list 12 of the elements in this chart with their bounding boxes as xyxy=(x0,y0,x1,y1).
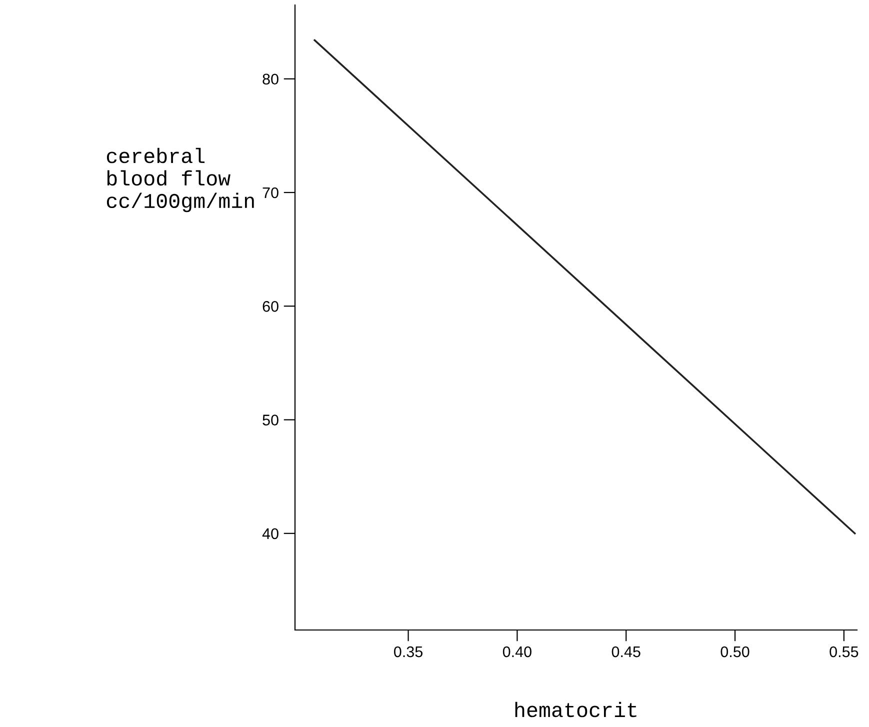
y-tick-label: 60 xyxy=(262,301,278,312)
x-axis-title: hematocrit xyxy=(515,702,636,718)
x-tick-label: 0.55 xyxy=(830,646,858,658)
x-tick-label: 0.35 xyxy=(394,646,422,658)
y-tick-label: 70 xyxy=(262,187,278,198)
y-tick-label: 80 xyxy=(262,74,278,85)
x-tick-label: 0.45 xyxy=(612,646,640,658)
x-tick-label: 0.40 xyxy=(502,646,532,658)
x-tick-label: 0.50 xyxy=(720,646,750,658)
y-tick-label: 40 xyxy=(262,528,278,540)
y-tick-label: 50 xyxy=(262,414,278,426)
y-axis-title: cerebral blood flow cc/100gm/min xyxy=(106,148,254,212)
